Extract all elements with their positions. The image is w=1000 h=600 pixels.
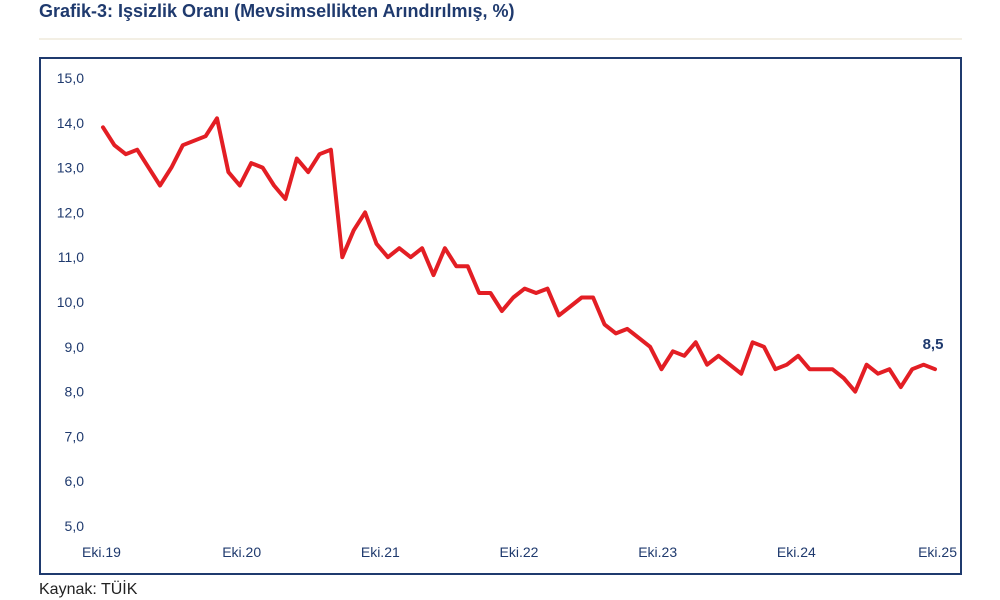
x-tick-label: Eki.22	[500, 544, 539, 560]
x-tick-label: Eki.19	[82, 544, 121, 560]
y-axis-ticks: 5,0 6,0 7,0 8,0 9,0 10,0 11,0 12,0 13,0 14,0 15,0	[57, 70, 84, 534]
y-tick-label: 15,0	[57, 70, 84, 86]
x-axis-ticks: Eki.19 Eki.20 Eki.21 Eki.22 Eki.23 Eki.24 Eki.…	[82, 544, 957, 560]
chart-series	[101, 116, 937, 394]
y-tick-label: 12,0	[57, 204, 84, 220]
x-tick-label: Eki.24	[777, 544, 816, 560]
y-tick-label: 14,0	[57, 115, 84, 131]
y-tick-label: 11,0	[58, 249, 84, 265]
y-tick-label: 13,0	[57, 160, 84, 176]
y-tick-label: 8,0	[65, 384, 85, 400]
y-tick-label: 9,0	[65, 339, 85, 355]
y-tick-label: 5,0	[65, 518, 85, 534]
y-tick-label: 7,0	[65, 428, 85, 444]
source-note: Kaynak: TÜİK	[39, 581, 138, 598]
y-tick-label: 6,0	[65, 473, 85, 489]
title-divider	[39, 38, 962, 40]
chart-frame	[39, 57, 962, 575]
x-tick-label: Eki.20	[222, 544, 261, 560]
x-tick-label: Eki.25	[918, 544, 957, 560]
chart-title: Grafik-3: Işsizlik Oranı (Mevsimsellikte…	[39, 1, 515, 21]
x-tick-label: Eki.23	[638, 544, 677, 560]
chart-annotations: 8,5	[923, 336, 944, 353]
y-tick-label: 10,0	[57, 294, 84, 310]
unemployment-rate-line	[101, 116, 937, 394]
last-value-label: 8,5	[923, 336, 944, 353]
x-tick-label: Eki.21	[361, 544, 400, 560]
